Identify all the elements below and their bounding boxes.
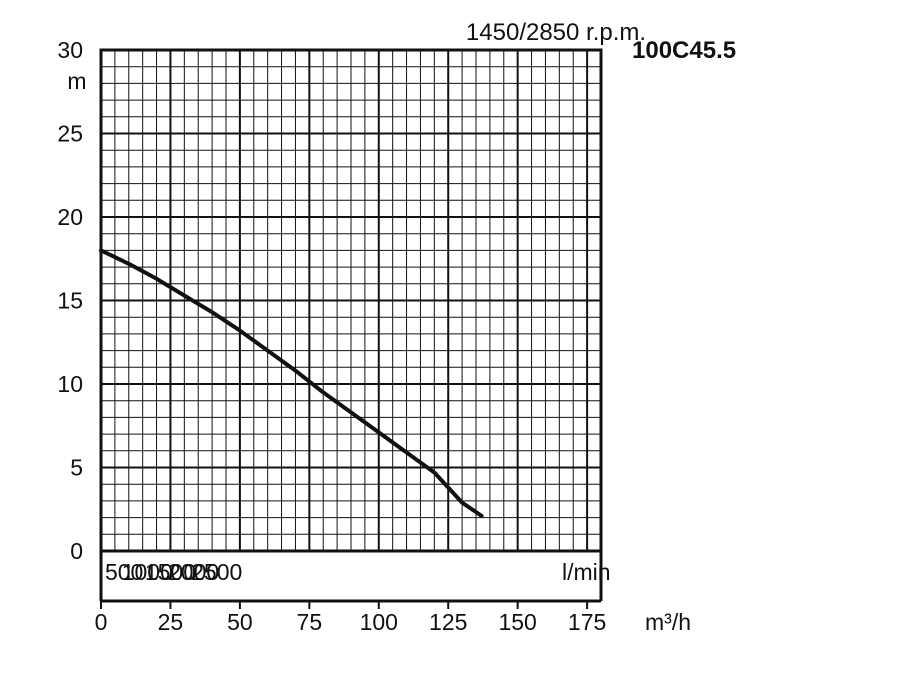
x-axis-label: m³/h xyxy=(645,609,691,635)
plot-border xyxy=(99,48,603,553)
y-tick-label: 30 xyxy=(57,37,83,63)
secondary-x-tick-label: 2000 xyxy=(168,559,219,585)
x-tick-label: 175 xyxy=(568,609,606,635)
x-tick-label: 100 xyxy=(360,609,398,635)
x-tick-label: 150 xyxy=(498,609,536,635)
y-tick-label: 15 xyxy=(57,288,83,314)
y-axis-label: m xyxy=(67,68,86,94)
y-tick-label: 20 xyxy=(57,204,83,230)
secondary-x-axis-label: l/min xyxy=(562,559,611,585)
secondary-x-tick-label: 1000 xyxy=(122,559,173,585)
chart-title: 1450/2850 r.p.m. xyxy=(466,19,646,46)
chart-frame xyxy=(99,48,603,609)
chart-series xyxy=(99,248,484,518)
chart-labels: 1450/2850 r.p.m. 100C45.5 m m³/h l/min 0… xyxy=(57,19,736,635)
x-tick-label: 75 xyxy=(297,609,323,635)
y-tick-label: 10 xyxy=(57,371,83,397)
pump-model-label: 100C45.5 xyxy=(632,37,736,64)
x-tick-label: 50 xyxy=(227,609,253,635)
x-tick-label: 0 xyxy=(95,609,108,635)
y-tick-label: 25 xyxy=(57,121,83,147)
head-flow-curve xyxy=(99,248,484,518)
y-tick-label: 0 xyxy=(70,538,83,564)
x-tick-label: 125 xyxy=(429,609,467,635)
y-tick-label: 5 xyxy=(70,455,83,481)
secondary-x-tick-label: 1500 xyxy=(145,559,196,585)
secondary-x-tick-label: 500 xyxy=(105,559,143,585)
chart-grid xyxy=(100,49,602,552)
secondary-x-tick-label: 2500 xyxy=(191,559,242,585)
x-tick-label: 25 xyxy=(158,609,184,635)
